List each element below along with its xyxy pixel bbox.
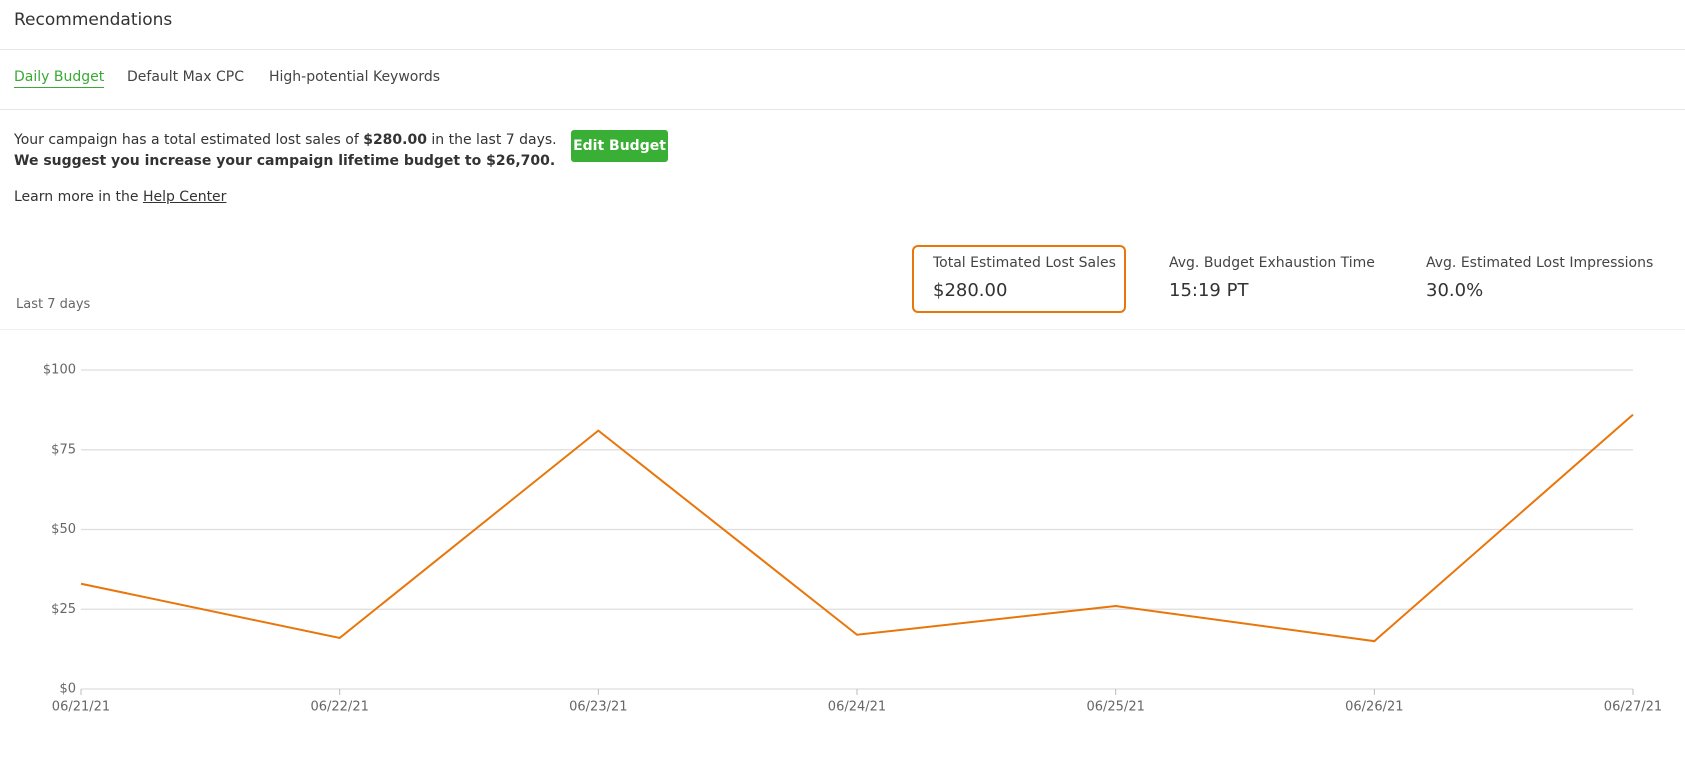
text: in the last 7 days. — [426, 132, 557, 148]
tab[interactable]: High-potential Keywords — [269, 69, 441, 85]
y-tick-label: $100 — [43, 363, 76, 378]
x-tick-label: 06/27/21 — [1604, 700, 1662, 715]
x-tick-label: 06/23/21 — [569, 700, 627, 715]
x-tick-label: 06/24/21 — [828, 700, 886, 715]
divider — [0, 109, 1685, 110]
x-tick-label: 06/22/21 — [310, 700, 368, 715]
divider — [0, 329, 1685, 330]
divider — [0, 49, 1685, 50]
amount: $280.00 — [363, 132, 427, 148]
suggestion: We suggest you increase your campaign li… — [14, 153, 556, 169]
tab-active[interactable]: Daily Budget — [14, 69, 105, 88]
y-tick-label: $75 — [51, 442, 76, 457]
y-tick-label: $0 — [59, 682, 76, 697]
text: Your campaign has a total estimated lost… — [14, 132, 364, 148]
metric-label: Total Estimated Lost Sales — [933, 255, 1116, 271]
y-tick-label: $50 — [51, 522, 76, 537]
edit-budget-button[interactable]: Edit Budget — [571, 130, 668, 162]
tab[interactable]: Default Max CPC — [127, 69, 244, 85]
metric-selected[interactable] — [912, 245, 1126, 313]
x-tick-label: 06/25/21 — [1086, 700, 1144, 715]
metric-value: 30.0% — [1426, 280, 1484, 301]
help-line: Learn more in the Help Center — [14, 189, 226, 205]
metric-value: $280.00 — [933, 280, 1008, 301]
chart: $0 $25 $50 $75 $100 06/21/21 06/22/21 06/23/21 0… — [43, 363, 1662, 715]
text: Learn more in the — [14, 189, 143, 205]
y-tick-label: $25 — [51, 602, 76, 617]
x-tick-label: 06/21/21 — [52, 700, 110, 715]
x-tick-label: 06/26/21 — [1345, 700, 1403, 715]
metric-value: 15:19 PT — [1169, 280, 1249, 301]
line-series — [80, 413, 1634, 643]
metric-label: Avg. Estimated Lost Impressions — [1426, 255, 1654, 271]
period: Last 7 days — [16, 297, 91, 312]
help-link[interactable]: Help Center — [142, 189, 227, 205]
page-title: Recommendations — [14, 10, 173, 30]
message-line: Your campaign has a total estimated lost… — [14, 132, 557, 148]
metric-label: Avg. Budget Exhaustion Time — [1169, 255, 1375, 271]
